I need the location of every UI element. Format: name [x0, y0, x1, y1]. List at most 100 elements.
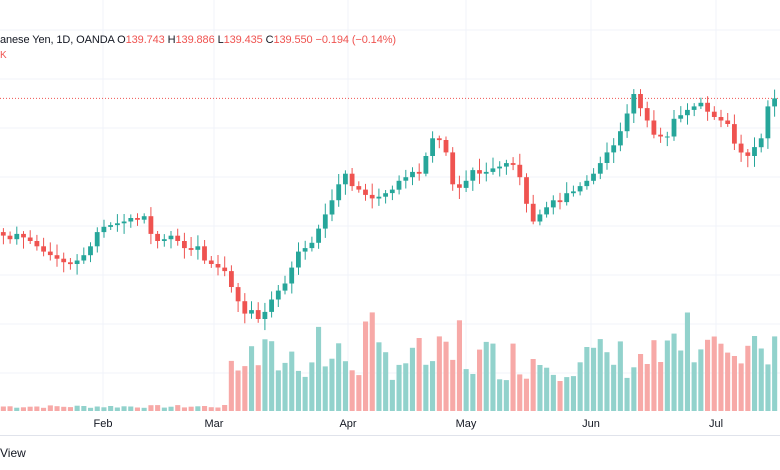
- volume-bar: [161, 407, 167, 411]
- volume-bar: [148, 405, 154, 411]
- price-chart[interactable]: [0, 0, 780, 436]
- volume-bar: [490, 343, 496, 411]
- x-label-jun: Jun: [582, 418, 600, 430]
- close-value: 139.550: [273, 34, 313, 46]
- candle-body: [275, 290, 281, 300]
- candle-body: [504, 163, 509, 167]
- volume-bar: [108, 406, 114, 411]
- volume-bar: [7, 406, 13, 411]
- candle-body: [497, 166, 502, 169]
- volume-bar: [564, 377, 570, 411]
- candle-body: [584, 180, 590, 187]
- volume-bar: [249, 346, 255, 411]
- volume-bar: [289, 351, 295, 411]
- candle-body: [94, 232, 100, 247]
- candle-body: [564, 193, 570, 203]
- candle-body: [638, 94, 643, 109]
- volume-bar: [611, 364, 617, 411]
- candle-body: [423, 156, 429, 174]
- volume-bar: [664, 340, 670, 411]
- candle-body: [591, 173, 596, 181]
- candle-body: [571, 191, 576, 194]
- candle-body: [550, 200, 556, 208]
- volume-bar: [604, 352, 610, 411]
- candle-body: [389, 189, 395, 194]
- candle-body: [758, 138, 764, 148]
- high-key: H: [167, 34, 176, 46]
- candle-body: [296, 251, 301, 268]
- low-key: L: [217, 34, 224, 46]
- volume-bar: [718, 343, 724, 411]
- candle-body: [611, 145, 617, 153]
- candle-body: [517, 164, 523, 178]
- candle-body: [671, 118, 677, 137]
- volume-bar: [409, 347, 415, 411]
- volume-bar: [41, 407, 47, 411]
- volume-bar: [396, 364, 402, 411]
- candle-body: [34, 241, 40, 247]
- open-value: 139.743: [125, 34, 165, 46]
- volume-bar: [570, 376, 576, 411]
- volume-bar: [94, 406, 100, 411]
- volume-bar: [456, 320, 462, 411]
- volume-bar: [477, 349, 483, 411]
- candle-body: [68, 262, 73, 265]
- volume-bar: [544, 367, 550, 411]
- candle-body: [175, 235, 181, 241]
- volume-bar: [363, 321, 369, 411]
- volume-bar: [27, 406, 33, 411]
- volume-bar: [517, 374, 523, 411]
- volume-bar: [316, 326, 322, 411]
- volume-bar: [523, 378, 529, 411]
- volume-bar: [772, 336, 778, 411]
- volume-bar: [644, 364, 650, 411]
- candle-body: [443, 140, 449, 153]
- volume-bar: [208, 407, 214, 411]
- footer-view-label[interactable]: View: [0, 446, 26, 460]
- candle-body: [490, 168, 496, 172]
- volume-bar: [222, 405, 228, 411]
- candle-body: [678, 115, 684, 119]
- candle-body: [329, 200, 335, 215]
- symbol-name[interactable]: anese Yen, 1D, OANDA: [0, 34, 115, 46]
- volume-bar: [671, 333, 677, 411]
- volume-bar: [262, 339, 268, 411]
- volume-bar: [752, 336, 758, 411]
- candle-body: [396, 180, 402, 190]
- volume-bar: [658, 362, 664, 411]
- candle-body: [202, 246, 207, 261]
- volume-bar: [282, 362, 288, 411]
- volume-bar: [181, 407, 187, 411]
- symbol-legend: anese Yen, 1D, OANDA O139.743 H139.886 L…: [0, 34, 396, 46]
- volume-bar: [155, 405, 161, 411]
- candle-body: [477, 170, 482, 174]
- volume-bar: [235, 370, 241, 411]
- candle-body: [664, 136, 670, 138]
- volume-bar: [765, 364, 771, 411]
- candle-body: [557, 200, 563, 203]
- candle-body: [115, 223, 120, 226]
- candle-body: [249, 310, 254, 314]
- volume-bar: [624, 377, 630, 411]
- candle-body: [430, 138, 435, 156]
- candle-body: [577, 186, 583, 192]
- volume-bar: [168, 406, 174, 411]
- volume-bar: [128, 406, 134, 411]
- candle-body: [302, 248, 308, 252]
- volume-bar: [329, 358, 335, 411]
- candle-body: [618, 131, 623, 146]
- candle-body: [128, 218, 134, 222]
- volume-bar: [215, 407, 221, 411]
- volume-bar: [114, 407, 120, 411]
- candle-body: [383, 193, 388, 197]
- candle-body: [530, 203, 536, 222]
- volume-bar: [389, 379, 395, 411]
- volume-bar: [617, 341, 623, 411]
- candle-body: [604, 152, 610, 163]
- volume-bar: [121, 406, 127, 411]
- candle-body: [463, 180, 469, 188]
- volume-bar: [188, 406, 194, 411]
- x-label-feb: Feb: [93, 418, 113, 430]
- x-label-jul: Jul: [708, 418, 724, 430]
- candle-body: [108, 225, 113, 227]
